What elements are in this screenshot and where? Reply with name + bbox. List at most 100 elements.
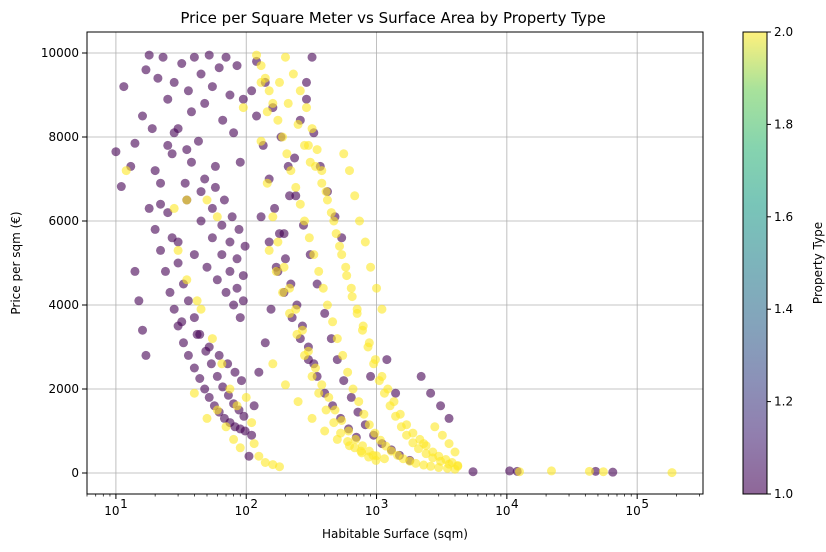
data-point [436, 401, 446, 411]
colorbar-ticks: 1.0 1.2 1.4 1.6 1.8 2.0 [767, 25, 793, 501]
data-point [163, 140, 173, 150]
data-point [256, 61, 266, 71]
data-point [372, 283, 382, 293]
data-point [279, 229, 289, 239]
data-point [288, 69, 298, 79]
data-point [212, 275, 222, 285]
data-point [299, 140, 309, 150]
data-point [364, 420, 374, 430]
data-point [144, 50, 154, 60]
plot-frame [86, 31, 704, 495]
data-point [317, 178, 327, 188]
colorbar-tick-label: 1.8 [774, 117, 793, 131]
data-point [206, 359, 216, 369]
data-point [182, 195, 192, 205]
data-point [264, 86, 274, 96]
data-point [196, 304, 206, 314]
data-point [322, 300, 332, 310]
data-point [444, 439, 454, 449]
data-point [339, 149, 349, 159]
data-point [364, 338, 374, 348]
data-point [391, 388, 401, 398]
data-point [379, 454, 389, 464]
data-point [273, 237, 283, 247]
data-point [147, 124, 157, 134]
data-point [344, 441, 354, 451]
data-point [217, 250, 227, 260]
data-point [328, 317, 338, 327]
data-point [234, 224, 244, 234]
data-point [344, 166, 354, 176]
data-point [219, 195, 229, 205]
data-point [218, 382, 228, 392]
data-point [173, 237, 183, 247]
data-point [283, 98, 293, 108]
data-point [370, 355, 380, 365]
data-point [360, 237, 370, 247]
data-point [177, 317, 187, 327]
data-point [256, 77, 266, 87]
data-point [138, 111, 148, 121]
data-point [225, 237, 235, 247]
data-point [608, 467, 618, 477]
data-point [183, 296, 193, 306]
data-point [291, 182, 301, 192]
data-point [279, 262, 289, 272]
data-point [237, 376, 247, 386]
data-point [121, 166, 131, 176]
data-point [271, 266, 281, 276]
data-point [221, 422, 231, 432]
data-point [274, 77, 284, 87]
data-point [150, 166, 160, 176]
data-point [444, 413, 454, 423]
data-point [225, 90, 235, 100]
data-point [310, 363, 320, 373]
data-point [344, 426, 354, 436]
data-point [389, 397, 399, 407]
data-point [667, 468, 677, 478]
data-point [314, 388, 324, 398]
data-point [232, 401, 242, 411]
x-axis-ticks: 10 1 10 2 10 3 10 4 10 5 [86, 494, 700, 518]
data-point [229, 300, 239, 310]
data-point [217, 220, 227, 230]
data-point [207, 233, 217, 243]
data-point [138, 325, 148, 335]
data-point [182, 275, 192, 285]
chart-title: Price per Square Meter vs Surface Area b… [180, 9, 605, 27]
data-point [169, 128, 179, 138]
data-point [119, 82, 129, 92]
data-point [437, 430, 447, 440]
data-point [329, 418, 339, 428]
data-point [130, 266, 140, 276]
data-point [189, 388, 199, 398]
data-point [160, 266, 170, 276]
data-point [202, 195, 212, 205]
data-point [347, 292, 357, 302]
data-point [156, 245, 166, 255]
data-point [193, 136, 203, 146]
data-point [254, 367, 264, 377]
data-point [173, 258, 183, 268]
data-point [301, 77, 311, 87]
y-tick-label: 10000 [41, 46, 79, 60]
data-point [366, 262, 376, 272]
data-point [291, 191, 301, 201]
data-point [598, 467, 608, 477]
data-point [212, 371, 222, 381]
colorbar-tick-label: 1.2 [774, 395, 793, 409]
data-point [238, 94, 248, 104]
data-point [204, 342, 214, 352]
data-point [285, 191, 295, 201]
data-point [214, 350, 224, 360]
data-point [321, 405, 331, 415]
data-point [342, 271, 352, 281]
x-tick-label: 10 [365, 504, 380, 518]
data-point [314, 266, 324, 276]
data-point [382, 355, 392, 365]
data-point [354, 216, 364, 226]
data-point [167, 149, 177, 159]
data-point [232, 61, 242, 71]
data-point [144, 203, 154, 213]
